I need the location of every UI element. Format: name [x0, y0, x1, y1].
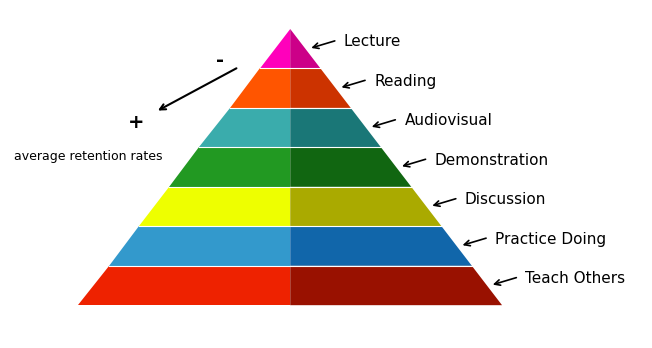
- Text: Demonstration: Demonstration: [435, 153, 549, 168]
- Text: Reading: Reading: [374, 74, 436, 89]
- Polygon shape: [200, 108, 290, 147]
- Polygon shape: [290, 29, 321, 69]
- Text: average retention rates: average retention rates: [14, 150, 163, 163]
- Text: Audiovisual: Audiovisual: [404, 113, 492, 128]
- Text: -: -: [216, 50, 224, 70]
- Polygon shape: [78, 266, 290, 305]
- Polygon shape: [109, 226, 290, 266]
- Text: Lecture: Lecture: [344, 34, 401, 49]
- Polygon shape: [290, 108, 381, 147]
- Polygon shape: [290, 187, 441, 226]
- Text: Practice Doing: Practice Doing: [495, 232, 606, 247]
- Text: +: +: [128, 113, 145, 132]
- Polygon shape: [139, 187, 290, 226]
- Polygon shape: [230, 69, 290, 108]
- Polygon shape: [169, 147, 290, 187]
- Polygon shape: [290, 147, 411, 187]
- Polygon shape: [290, 69, 351, 108]
- Polygon shape: [260, 29, 290, 69]
- Polygon shape: [290, 266, 502, 305]
- Polygon shape: [290, 226, 472, 266]
- Text: Teach Others: Teach Others: [526, 271, 625, 286]
- Text: Discussion: Discussion: [465, 192, 546, 207]
